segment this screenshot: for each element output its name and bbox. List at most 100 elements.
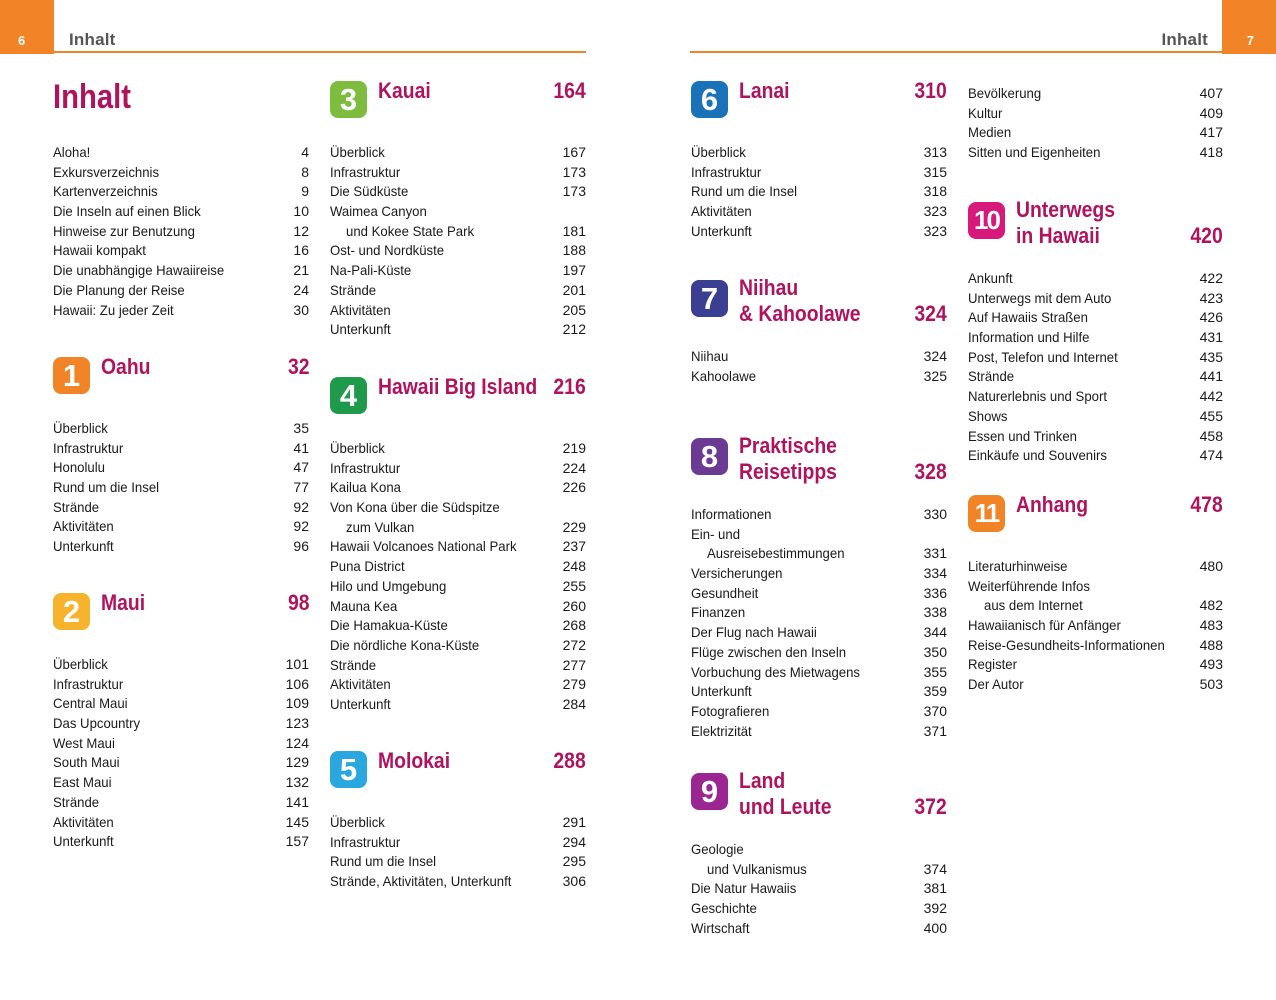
toc-entry[interactable]: Mauna Kea 260 <box>330 597 586 617</box>
section-header[interactable]: 8 Praktische Reisetipps 328 <box>691 433 947 495</box>
toc-entry[interactable]: Überblick 167 <box>330 143 586 163</box>
toc-entry[interactable]: Infrastruktur 315 <box>691 163 947 183</box>
toc-entry[interactable]: Hinweise zur Benutzung 12 <box>53 222 309 242</box>
toc-entry[interactable]: Unterwegs mit dem Auto 423 <box>968 289 1223 309</box>
toc-entry[interactable]: Exkursverzeichnis 8 <box>53 163 309 183</box>
section-header[interactable]: 3 Kauai 164 <box>330 78 586 128</box>
toc-entry[interactable]: West Maui 124 <box>53 734 309 754</box>
toc-entry[interactable]: Puna District 248 <box>330 557 586 577</box>
toc-entry[interactable]: Central Maui 109 <box>53 694 309 714</box>
section-header[interactable]: 10 Unterwegs in Hawaii 420 <box>968 197 1223 259</box>
toc-entry[interactable]: Ausreisebestimmungen 331 <box>691 544 947 564</box>
toc-entry[interactable]: Aktivitäten 92 <box>53 517 309 537</box>
toc-entry[interactable]: Der Autor 503 <box>968 675 1223 695</box>
toc-entry[interactable]: zum Vulkan 229 <box>330 518 586 538</box>
toc-entry[interactable]: Ankunft 422 <box>968 269 1223 289</box>
toc-entry[interactable]: Unterkunft 284 <box>330 695 586 715</box>
toc-entry[interactable]: Strände 141 <box>53 793 309 813</box>
toc-entry[interactable]: Infrastruktur 224 <box>330 459 586 479</box>
toc-entry[interactable]: Waimea Canyon <box>330 202 586 222</box>
toc-entry[interactable]: Strände 201 <box>330 281 586 301</box>
toc-entry[interactable]: Die nördliche Kona-Küste 272 <box>330 636 586 656</box>
toc-entry[interactable]: East Maui 132 <box>53 773 309 793</box>
toc-entry[interactable]: Aktivitäten 323 <box>691 202 947 222</box>
toc-entry[interactable]: Kartenverzeichnis 9 <box>53 182 309 202</box>
toc-entry[interactable]: Auf Hawaiis Straßen 426 <box>968 308 1223 328</box>
toc-entry[interactable]: Gesundheit 336 <box>691 584 947 604</box>
toc-entry[interactable]: Einkäufe und Souvenirs 474 <box>968 446 1223 466</box>
toc-entry[interactable]: Hawaii Volcanoes National Park 237 <box>330 537 586 557</box>
section-header[interactable]: 6 Lanai 310 <box>691 78 947 128</box>
toc-entry[interactable]: und Kokee State Park 181 <box>330 222 586 242</box>
toc-entry[interactable]: Unterkunft 157 <box>53 832 309 852</box>
section-header[interactable]: 7 Niihau & Kahoolawe 324 <box>691 275 947 337</box>
toc-entry[interactable]: Unterkunft 323 <box>691 222 947 242</box>
toc-entry[interactable]: Rund um die Insel 295 <box>330 852 586 872</box>
toc-entry[interactable]: Überblick 291 <box>330 813 586 833</box>
toc-entry[interactable]: Kailua Kona 226 <box>330 478 586 498</box>
toc-entry[interactable]: und Vulkanismus 374 <box>691 860 947 880</box>
toc-entry[interactable]: Ost- und Nordküste 188 <box>330 241 586 261</box>
section-header[interactable]: 11 Anhang 478 <box>968 492 1223 542</box>
toc-entry[interactable]: Shows 455 <box>968 407 1223 427</box>
toc-entry[interactable]: Die Natur Hawaiis 381 <box>691 879 947 899</box>
toc-entry[interactable]: Unterkunft 212 <box>330 320 586 340</box>
toc-entry[interactable]: Geologie <box>691 840 947 860</box>
toc-entry[interactable]: Rund um die Insel 77 <box>53 478 309 498</box>
toc-entry[interactable]: Die Planung der Reise 24 <box>53 281 309 301</box>
toc-entry[interactable]: Sitten und Eigenheiten 418 <box>968 143 1223 163</box>
toc-entry[interactable]: Aktivitäten 145 <box>53 813 309 833</box>
toc-entry[interactable]: Infrastruktur 173 <box>330 163 586 183</box>
toc-entry[interactable]: Ein- und <box>691 525 947 545</box>
toc-entry[interactable]: Aktivitäten 205 <box>330 301 586 321</box>
toc-entry[interactable]: Essen und Trinken 458 <box>968 427 1223 447</box>
toc-entry[interactable]: Unterkunft 96 <box>53 537 309 557</box>
toc-entry[interactable]: Medien 417 <box>968 123 1223 143</box>
toc-entry[interactable]: Von Kona über die Südspitze <box>330 498 586 518</box>
toc-entry[interactable]: Kultur 409 <box>968 104 1223 124</box>
toc-entry[interactable]: Literaturhinweise 480 <box>968 557 1223 577</box>
toc-entry[interactable]: Geschichte 392 <box>691 899 947 919</box>
section-header[interactable]: 2 Maui 98 <box>53 590 309 640</box>
toc-entry[interactable]: Finanzen 338 <box>691 603 947 623</box>
toc-entry[interactable]: Überblick 35 <box>53 419 309 439</box>
toc-entry[interactable]: Strände 441 <box>968 367 1223 387</box>
section-header[interactable]: 9 Land und Leute 372 <box>691 768 947 830</box>
toc-entry[interactable]: Versicherungen 334 <box>691 564 947 584</box>
toc-entry[interactable]: Hawaii kompakt 16 <box>53 241 309 261</box>
toc-entry[interactable]: Vorbuchung des Mietwagens 355 <box>691 663 947 683</box>
toc-entry[interactable]: aus dem Internet 482 <box>968 596 1223 616</box>
section-header[interactable]: 5 Molokai 288 <box>330 748 586 798</box>
toc-entry[interactable]: Information und Hilfe 431 <box>968 328 1223 348</box>
toc-entry[interactable]: Der Flug nach Hawaii 344 <box>691 623 947 643</box>
toc-entry[interactable]: Überblick 101 <box>53 655 309 675</box>
toc-entry[interactable]: Aloha! 4 <box>53 143 309 163</box>
toc-entry[interactable]: Reise-Gesundheits-Informationen 488 <box>968 636 1223 656</box>
toc-entry[interactable]: Na-Pali-Küste 197 <box>330 261 586 281</box>
toc-entry[interactable]: Wirtschaft 400 <box>691 919 947 939</box>
toc-entry[interactable]: Kahoolawe 325 <box>691 367 947 387</box>
toc-entry[interactable]: Aktivitäten 279 <box>330 675 586 695</box>
toc-entry[interactable]: Die Hamakua-Küste 268 <box>330 616 586 636</box>
toc-entry[interactable]: Unterkunft 359 <box>691 682 947 702</box>
toc-entry[interactable]: Das Upcountry 123 <box>53 714 309 734</box>
toc-entry[interactable]: Informationen 330 <box>691 505 947 525</box>
toc-entry[interactable]: Infrastruktur 41 <box>53 439 309 459</box>
toc-entry[interactable]: Hawaii: Zu jeder Zeit 30 <box>53 301 309 321</box>
toc-entry[interactable]: Naturerlebnis und Sport 442 <box>968 387 1223 407</box>
toc-entry[interactable]: Niihau 324 <box>691 347 947 367</box>
toc-entry[interactable]: Infrastruktur 106 <box>53 675 309 695</box>
toc-entry[interactable]: Überblick 313 <box>691 143 947 163</box>
section-header[interactable]: 1 Oahu 32 <box>53 354 309 404</box>
section-header[interactable]: 4 Hawaii Big Island 216 <box>330 374 586 424</box>
toc-entry[interactable]: Flüge zwischen den Inseln 350 <box>691 643 947 663</box>
toc-entry[interactable]: Die Südküste 173 <box>330 182 586 202</box>
toc-entry[interactable]: Fotografieren 370 <box>691 702 947 722</box>
toc-entry[interactable]: Strände, Aktivitäten, Unterkunft 306 <box>330 872 586 892</box>
toc-entry[interactable]: Honolulu 47 <box>53 458 309 478</box>
toc-entry[interactable]: Die Inseln auf einen Blick 10 <box>53 202 309 222</box>
toc-entry[interactable]: Rund um die Insel 318 <box>691 182 947 202</box>
toc-entry[interactable]: Überblick 219 <box>330 439 586 459</box>
toc-entry[interactable]: Infrastruktur 294 <box>330 833 586 853</box>
toc-entry[interactable]: Register 493 <box>968 655 1223 675</box>
